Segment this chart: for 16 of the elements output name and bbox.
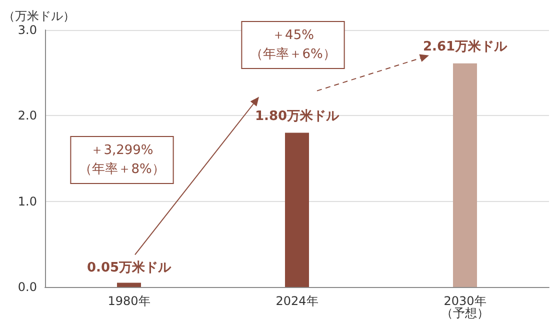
x-tick-label: 2030年（予想） [441, 294, 489, 320]
y-tick-label: 1.0 [18, 194, 37, 208]
bar [453, 63, 477, 287]
bar [285, 132, 309, 287]
annotation: ＋3,299% （年率＋8%） [79, 143, 165, 177]
x-tick-label: 2024年 [276, 294, 318, 308]
data-label: 1.80万米ドル [254, 108, 340, 124]
bar [117, 282, 141, 287]
x-tick-label: 1980年 [108, 294, 150, 308]
annotation: ＋45% （年率＋6%） [250, 28, 336, 62]
data-label: 0.05万米ドル [86, 260, 172, 276]
data-label: 2.61万米ドル [422, 39, 508, 54]
y-tick-label: 3.0 [18, 23, 37, 37]
y-axis-title: （万米ドル） [3, 9, 75, 23]
y-tick-label: 0.0 [18, 280, 37, 294]
y-tick-label: 2.0 [18, 108, 37, 123]
